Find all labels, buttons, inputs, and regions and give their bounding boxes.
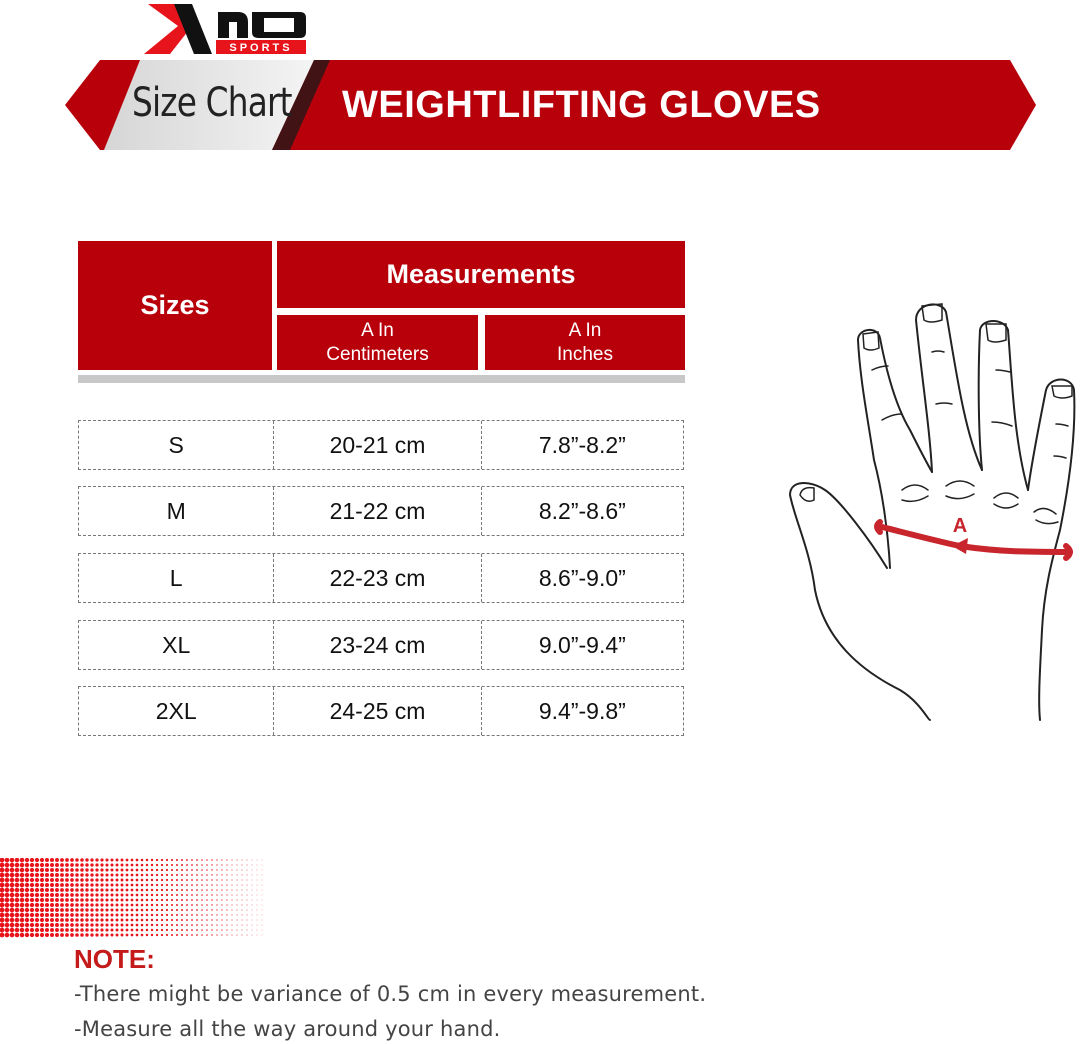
xn8-sports-logo: SPORTS: [144, 4, 306, 54]
size-cell: M: [79, 487, 275, 535]
inch-cell: 8.2”-8.6”: [538, 497, 626, 524]
table-row: XL 23-24 cm 9.0”-9.4”: [78, 620, 684, 670]
inch-cell: 7.8”-8.2”: [538, 431, 626, 458]
size-cell: S: [79, 421, 275, 469]
note-line: -Measure all the way around your hand.: [74, 1017, 501, 1041]
header-divider: [78, 375, 685, 383]
table-row: 2XL 24-25 cm 9.4”-9.8”: [78, 686, 684, 736]
inch-cell: 9.4”-9.8”: [538, 697, 626, 724]
cm-cell: 20-21 cm: [274, 421, 482, 469]
header-in-line2: Inches: [557, 343, 613, 365]
header-centimeters: A In Centimeters: [277, 315, 478, 370]
svg-text:SPORTS: SPORTS: [229, 42, 292, 54]
table-row: S 20-21 cm 7.8”-8.2”: [78, 420, 684, 470]
table-row: M 21-22 cm 8.2”-8.6”: [78, 486, 684, 536]
note-line: -There might be variance of 0.5 cm in ev…: [74, 982, 707, 1006]
header-cm-line1: A In: [361, 319, 394, 341]
size-cell: L: [79, 554, 275, 602]
cm-cell: 21-22 cm: [274, 487, 482, 535]
inch-cell: 9.0”-9.4”: [538, 631, 626, 658]
header-in-line1: A In: [568, 319, 602, 341]
header-sizes: Sizes: [78, 241, 272, 370]
cm-cell: 24-25 cm: [274, 687, 482, 735]
header-inches: A In Inches: [485, 315, 685, 370]
cm-cell: 23-24 cm: [274, 621, 482, 669]
table-row: L 22-23 cm 8.6”-9.0”: [78, 553, 684, 603]
halftone-dots-decoration: [0, 858, 263, 938]
hand-measurement-illustration: A: [788, 303, 1076, 721]
cm-cell: 22-23 cm: [274, 554, 482, 602]
header-cm-line2: Centimeters: [326, 343, 429, 365]
note-title: NOTE:: [74, 944, 155, 974]
title-banner: [65, 60, 1036, 150]
product-title: WEIGHTLIFTING GLOVES: [342, 84, 821, 126]
size-chart-label: Size Chart: [132, 80, 293, 126]
size-cell: XL: [79, 621, 275, 669]
inch-cell: 8.6”-9.0”: [538, 564, 626, 591]
header-measurements: Measurements: [277, 241, 685, 308]
measure-label-a: A: [953, 515, 967, 537]
size-cell: 2XL: [79, 687, 275, 735]
